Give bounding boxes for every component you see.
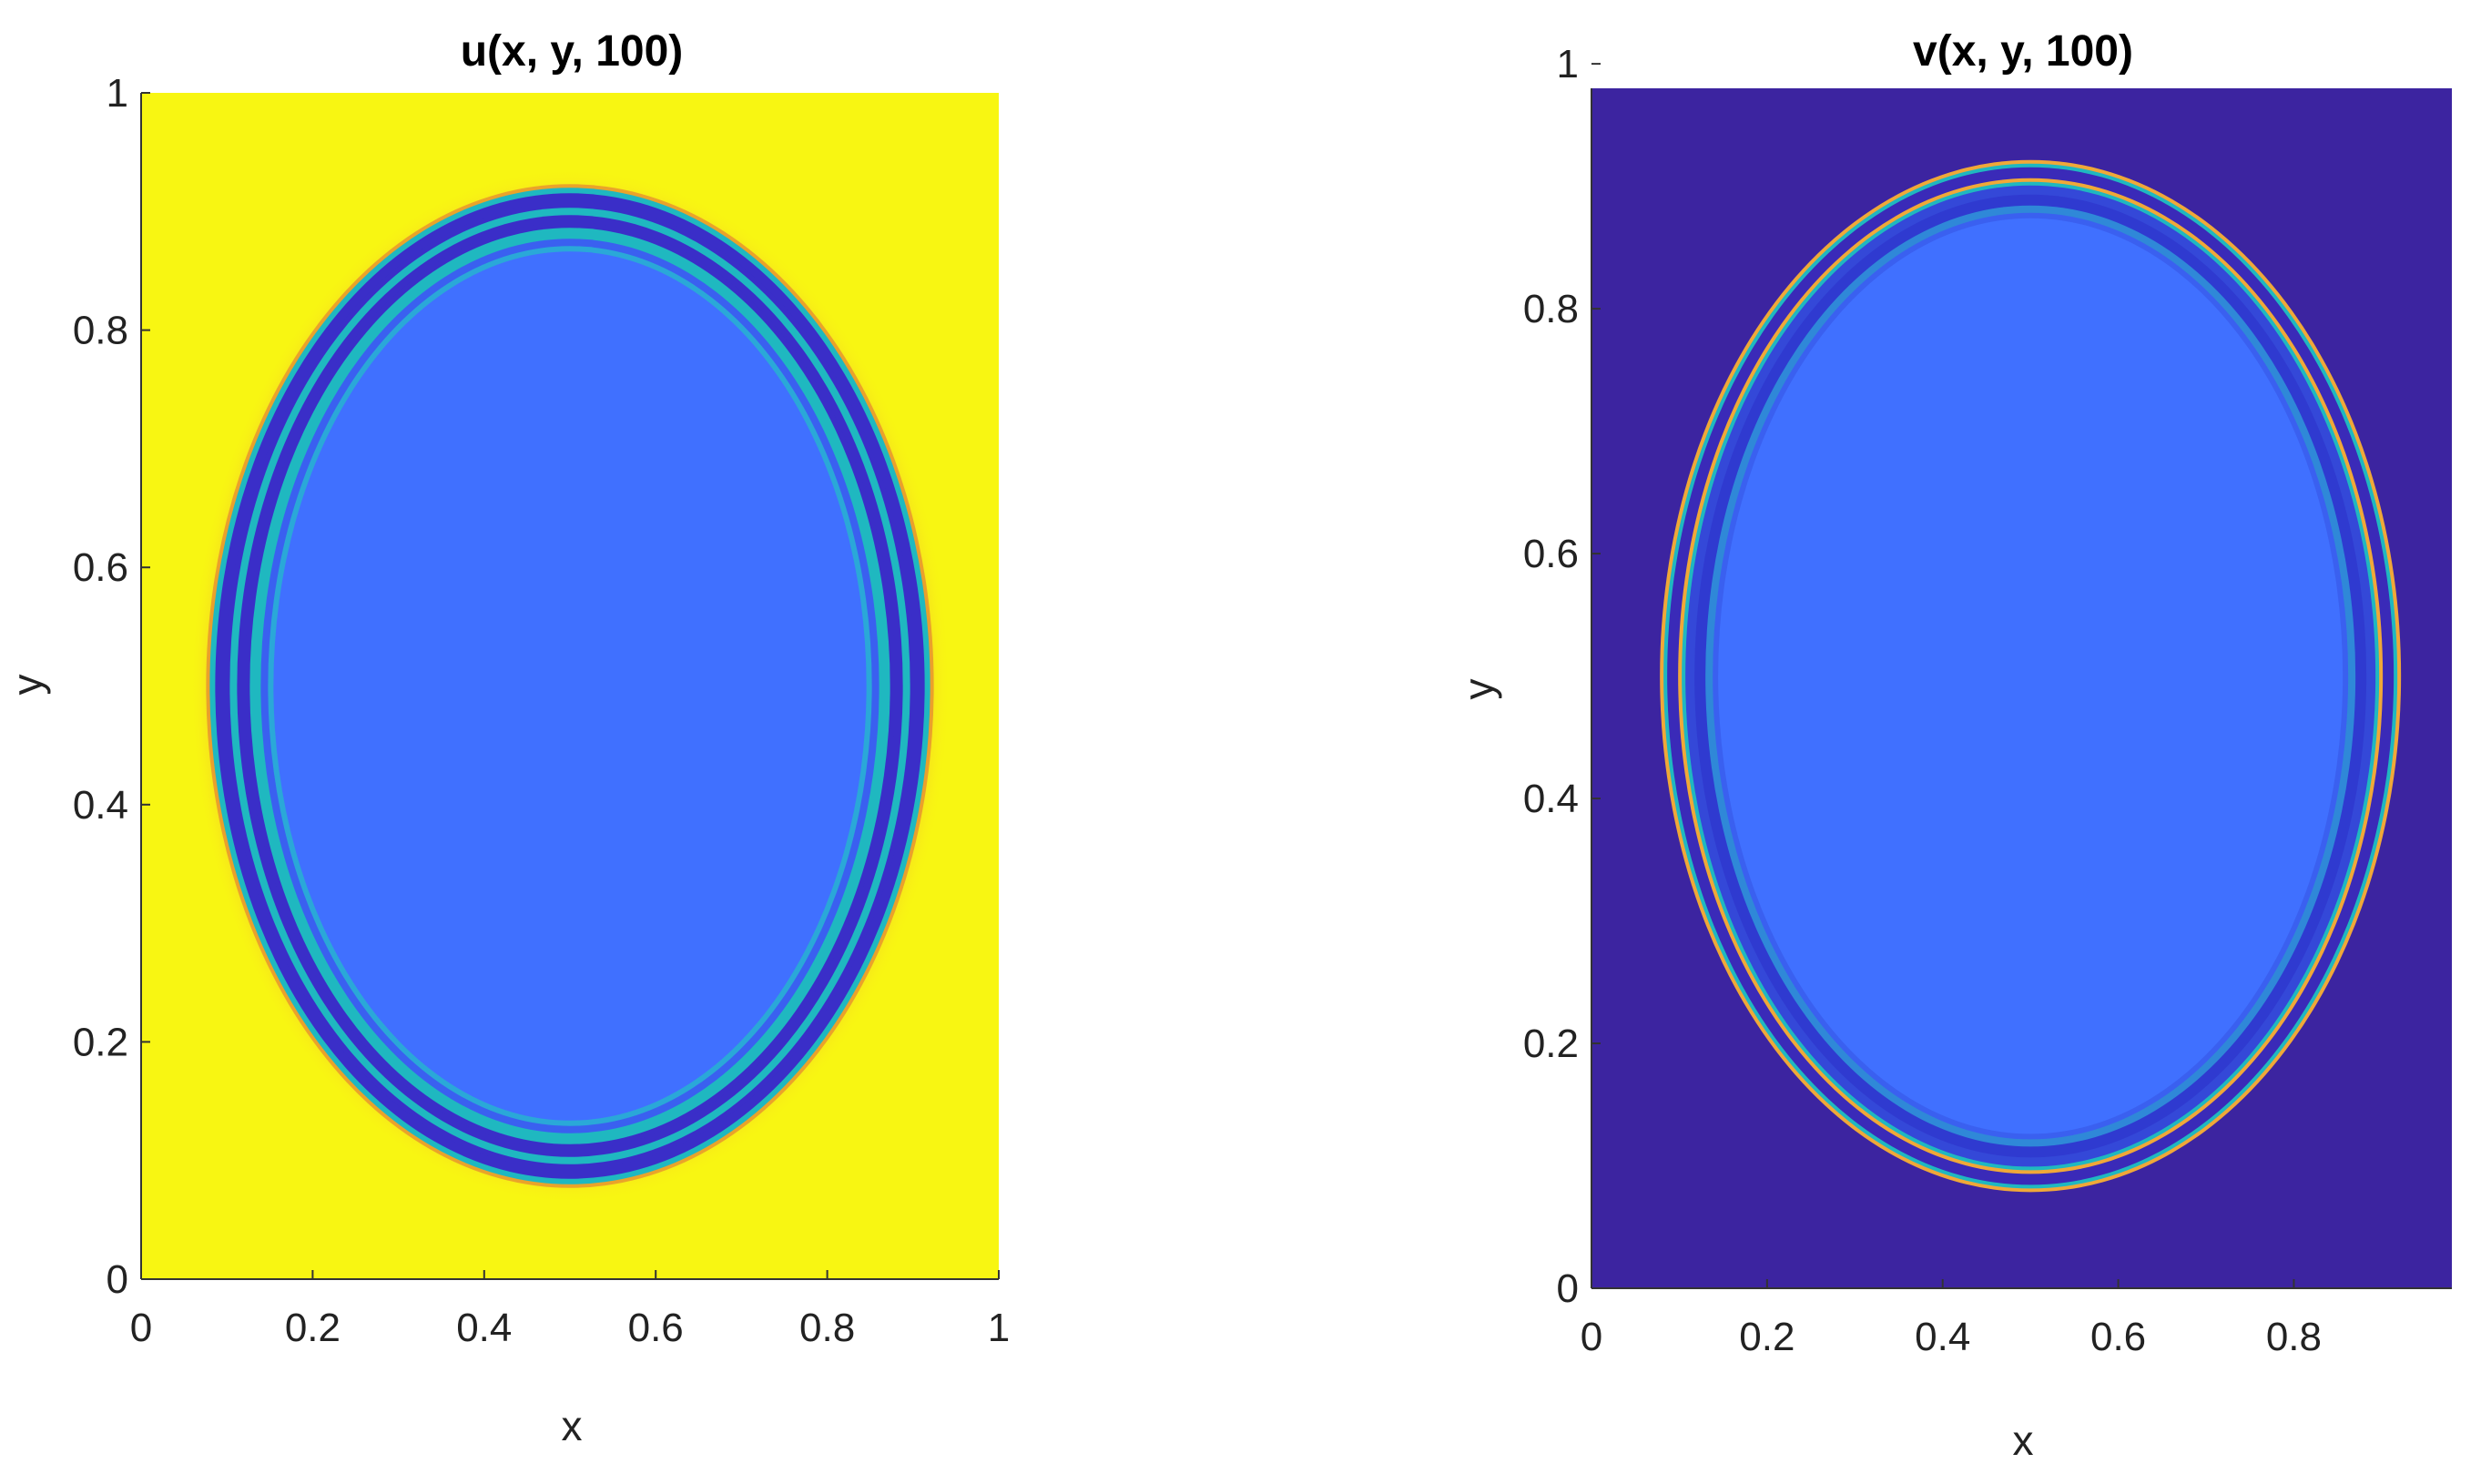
heatmap-u-image	[140, 93, 999, 1280]
heatmap-v-panel: v(x, y, 100) x y 0 0.2 0.4 0.6 0.8 0 0.2 0.4 0.6…	[1455, 27, 2452, 1464]
heatmap-v-image	[1591, 88, 2452, 1289]
x-tick-label: 0.8	[799, 1306, 855, 1350]
ring-9	[1718, 218, 2344, 1134]
x-tick-label: 0.6	[628, 1306, 684, 1350]
y-tick-label: 0	[1557, 1266, 1579, 1311]
x-tick-label: 0.2	[285, 1306, 341, 1350]
y-tick-label: 0	[107, 1257, 128, 1302]
ring-9	[273, 251, 867, 1121]
x-tick-label: 0.2	[1739, 1315, 1795, 1359]
y-tick-label: 0.4	[1523, 777, 1579, 821]
y-tick-label: 1	[1557, 42, 1579, 86]
y-axis-label-u: y	[4, 675, 51, 696]
chart-title-u: u(x, y, 100)	[461, 27, 684, 76]
x-tick-label: 0.4	[1915, 1315, 1970, 1359]
x-tick-label: 1	[988, 1306, 1010, 1350]
x-tick-label: 0	[130, 1306, 152, 1350]
y-tick-label: 0.2	[1523, 1022, 1579, 1066]
y-tick-label: 0.4	[73, 783, 128, 828]
heatmap-u-panel: u(x, y, 100) x y 0 0.2 0.4 0.6 0.8 1 0 0.2 0.4 0.…	[4, 27, 1010, 1449]
y-axis-label-v: y	[1455, 679, 1502, 700]
chart-title-v: v(x, y, 100)	[1913, 27, 2133, 76]
x-tick-label: 0.6	[2090, 1315, 2146, 1359]
y-tick-label: 0.6	[1523, 532, 1579, 576]
axis-ticks-v: 0 0.2 0.4 0.6 0.8 0 0.2 0.4 0.6 0.8 1	[1523, 42, 2322, 1359]
axis-ticks-u: 0 0.2 0.4 0.6 0.8 1 0 0.2 0.4 0.6 0.8 1	[73, 71, 1010, 1350]
y-tick-label: 0.8	[1523, 287, 1579, 331]
y-tick-label: 0.8	[73, 309, 128, 353]
x-axis-label-u: x	[562, 1402, 583, 1449]
x-tick-label: 0	[1581, 1315, 1602, 1359]
x-tick-label: 0.4	[456, 1306, 512, 1350]
x-tick-label: 0.8	[2266, 1315, 2322, 1359]
y-tick-label: 1	[107, 71, 128, 116]
x-axis-label-v: x	[2013, 1417, 2034, 1464]
y-tick-label: 0.6	[73, 545, 128, 590]
y-tick-label: 0.2	[73, 1020, 128, 1064]
